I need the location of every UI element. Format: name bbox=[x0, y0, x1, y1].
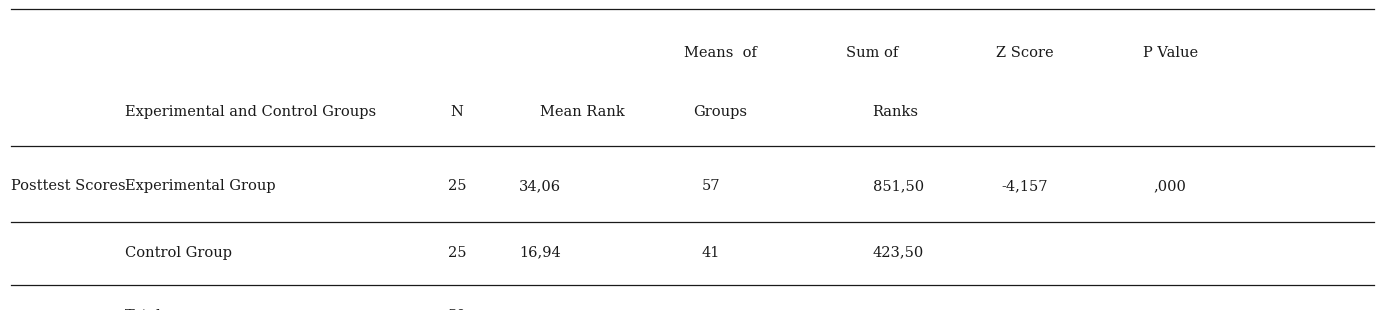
Text: Total: Total bbox=[125, 309, 162, 310]
Text: Experimental Group: Experimental Group bbox=[125, 179, 276, 193]
Text: 34,06: 34,06 bbox=[519, 179, 561, 193]
Text: 25: 25 bbox=[447, 179, 467, 193]
Text: Means  of: Means of bbox=[684, 46, 756, 60]
Text: 57: 57 bbox=[702, 179, 720, 193]
Text: Groups: Groups bbox=[694, 104, 747, 119]
Text: 41: 41 bbox=[702, 246, 720, 260]
Text: 423,50: 423,50 bbox=[873, 246, 924, 260]
Text: -4,157: -4,157 bbox=[1001, 179, 1048, 193]
Text: N: N bbox=[450, 104, 464, 119]
Text: 50: 50 bbox=[447, 309, 467, 310]
Text: Mean Rank: Mean Rank bbox=[540, 104, 625, 119]
Text: Sum of: Sum of bbox=[846, 46, 899, 60]
Text: 851,50: 851,50 bbox=[873, 179, 924, 193]
Text: 16,94: 16,94 bbox=[519, 246, 561, 260]
Text: Z Score: Z Score bbox=[996, 46, 1054, 60]
Text: ,000: ,000 bbox=[1154, 179, 1187, 193]
Text: 25: 25 bbox=[447, 246, 467, 260]
Text: Posttest Scores: Posttest Scores bbox=[11, 179, 126, 193]
Text: P Value: P Value bbox=[1143, 46, 1198, 60]
Text: Experimental and Control Groups: Experimental and Control Groups bbox=[125, 104, 375, 119]
Text: Control Group: Control Group bbox=[125, 246, 231, 260]
Text: Ranks: Ranks bbox=[873, 104, 918, 119]
